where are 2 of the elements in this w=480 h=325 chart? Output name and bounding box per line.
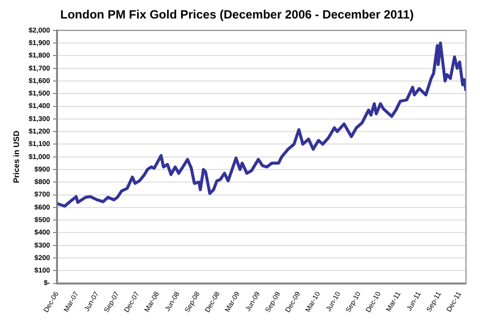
chart-title: London PM Fix Gold Prices (December 2006 - December 2011)	[60, 8, 414, 22]
y-axis-title: Prices in USD	[12, 130, 22, 184]
